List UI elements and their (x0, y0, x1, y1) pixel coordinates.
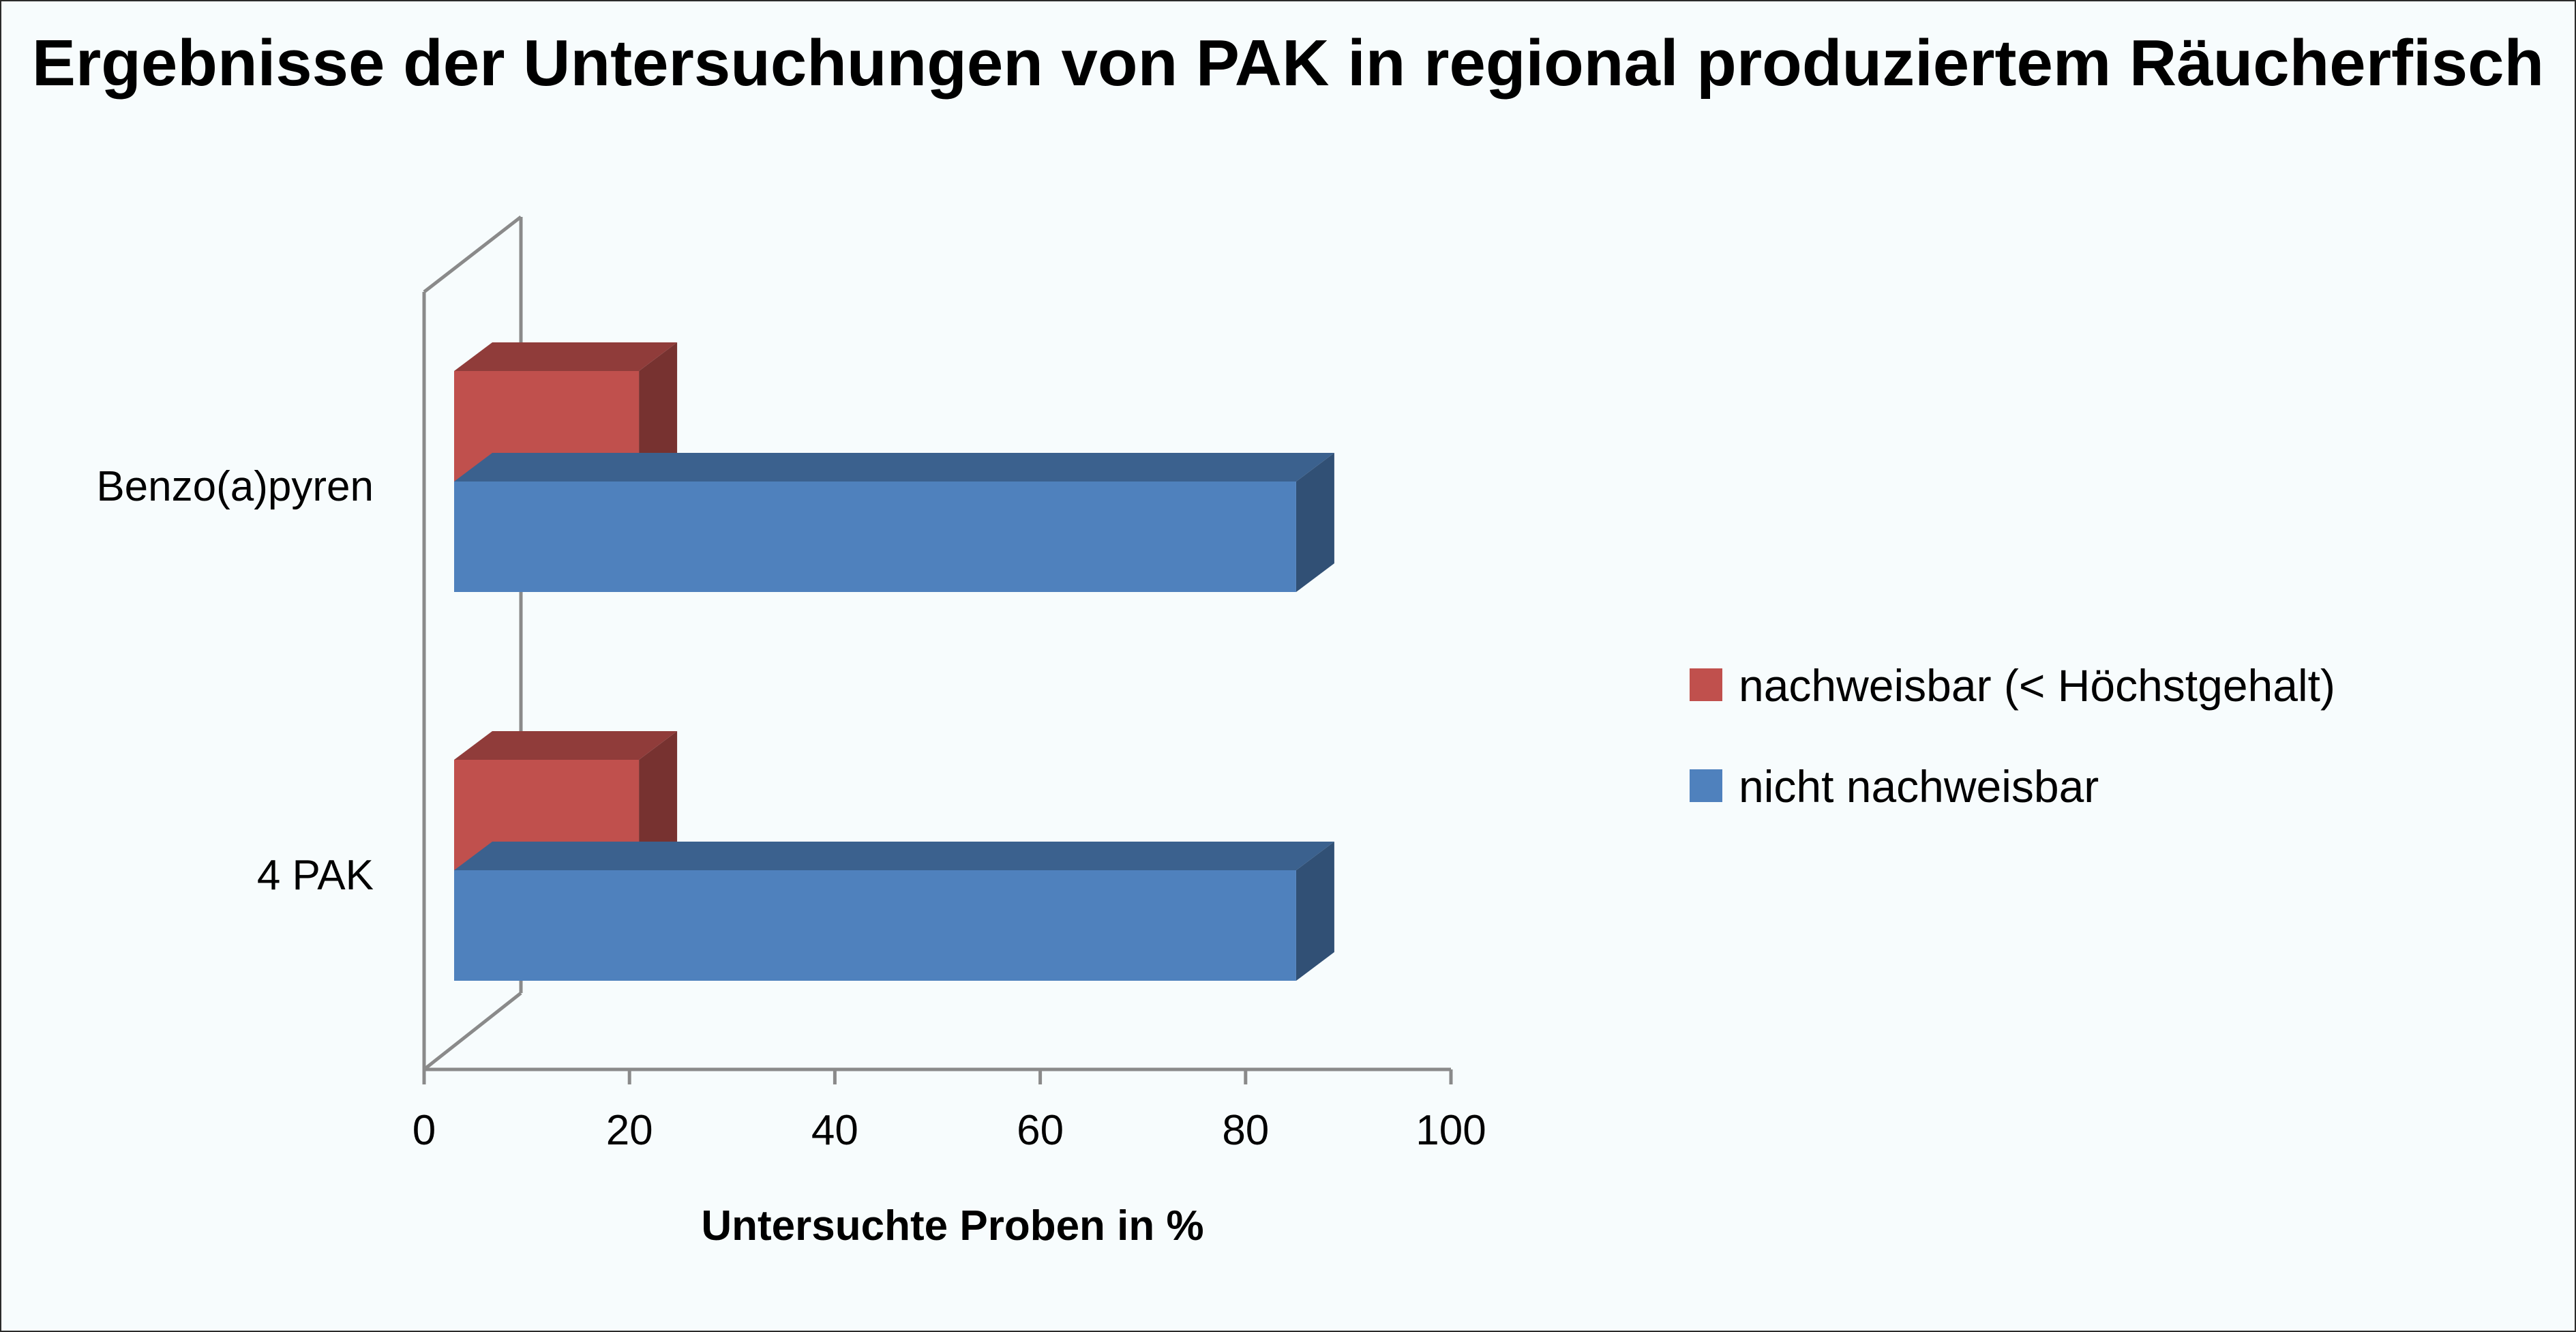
y-category-label: 4 PAK (257, 852, 374, 899)
x-tick-label: 60 (1017, 1107, 1064, 1154)
bar-top-face (454, 453, 1334, 482)
bar-side-face (639, 731, 678, 870)
legend-label: nicht nachweisbar (1739, 761, 2099, 812)
bar-side-face (1296, 842, 1334, 981)
x-axis-title: Untersuchte Proben in % (701, 1202, 1203, 1249)
legend-swatch (1690, 668, 1722, 701)
legend-label: nachweisbar (< Höchstgehalt) (1739, 660, 2335, 711)
x-tick-label: 100 (1416, 1107, 1486, 1154)
x-tick-label: 20 (606, 1107, 653, 1154)
bar-nicht-nachweisbar (454, 870, 1296, 981)
axis-wall-bottom-edge (423, 992, 522, 1071)
y-category-label: Benzo(a)pyren (96, 463, 374, 510)
x-tick-label: 40 (811, 1107, 858, 1154)
bar-nicht-nachweisbar (454, 482, 1296, 592)
bar-side-face (1296, 453, 1334, 592)
x-tick-label: 0 (413, 1107, 436, 1154)
bar-top-face (454, 731, 678, 760)
bar-top-face (454, 342, 678, 371)
legend-swatch (1690, 769, 1722, 802)
chart-title: Ergebnisse der Untersuchungen von PAK in… (31, 27, 2545, 100)
axis-wall-top-edge (423, 216, 522, 293)
bar-side-face (639, 342, 678, 482)
bar-top-face (454, 842, 1334, 870)
x-tick-label: 80 (1222, 1107, 1269, 1154)
